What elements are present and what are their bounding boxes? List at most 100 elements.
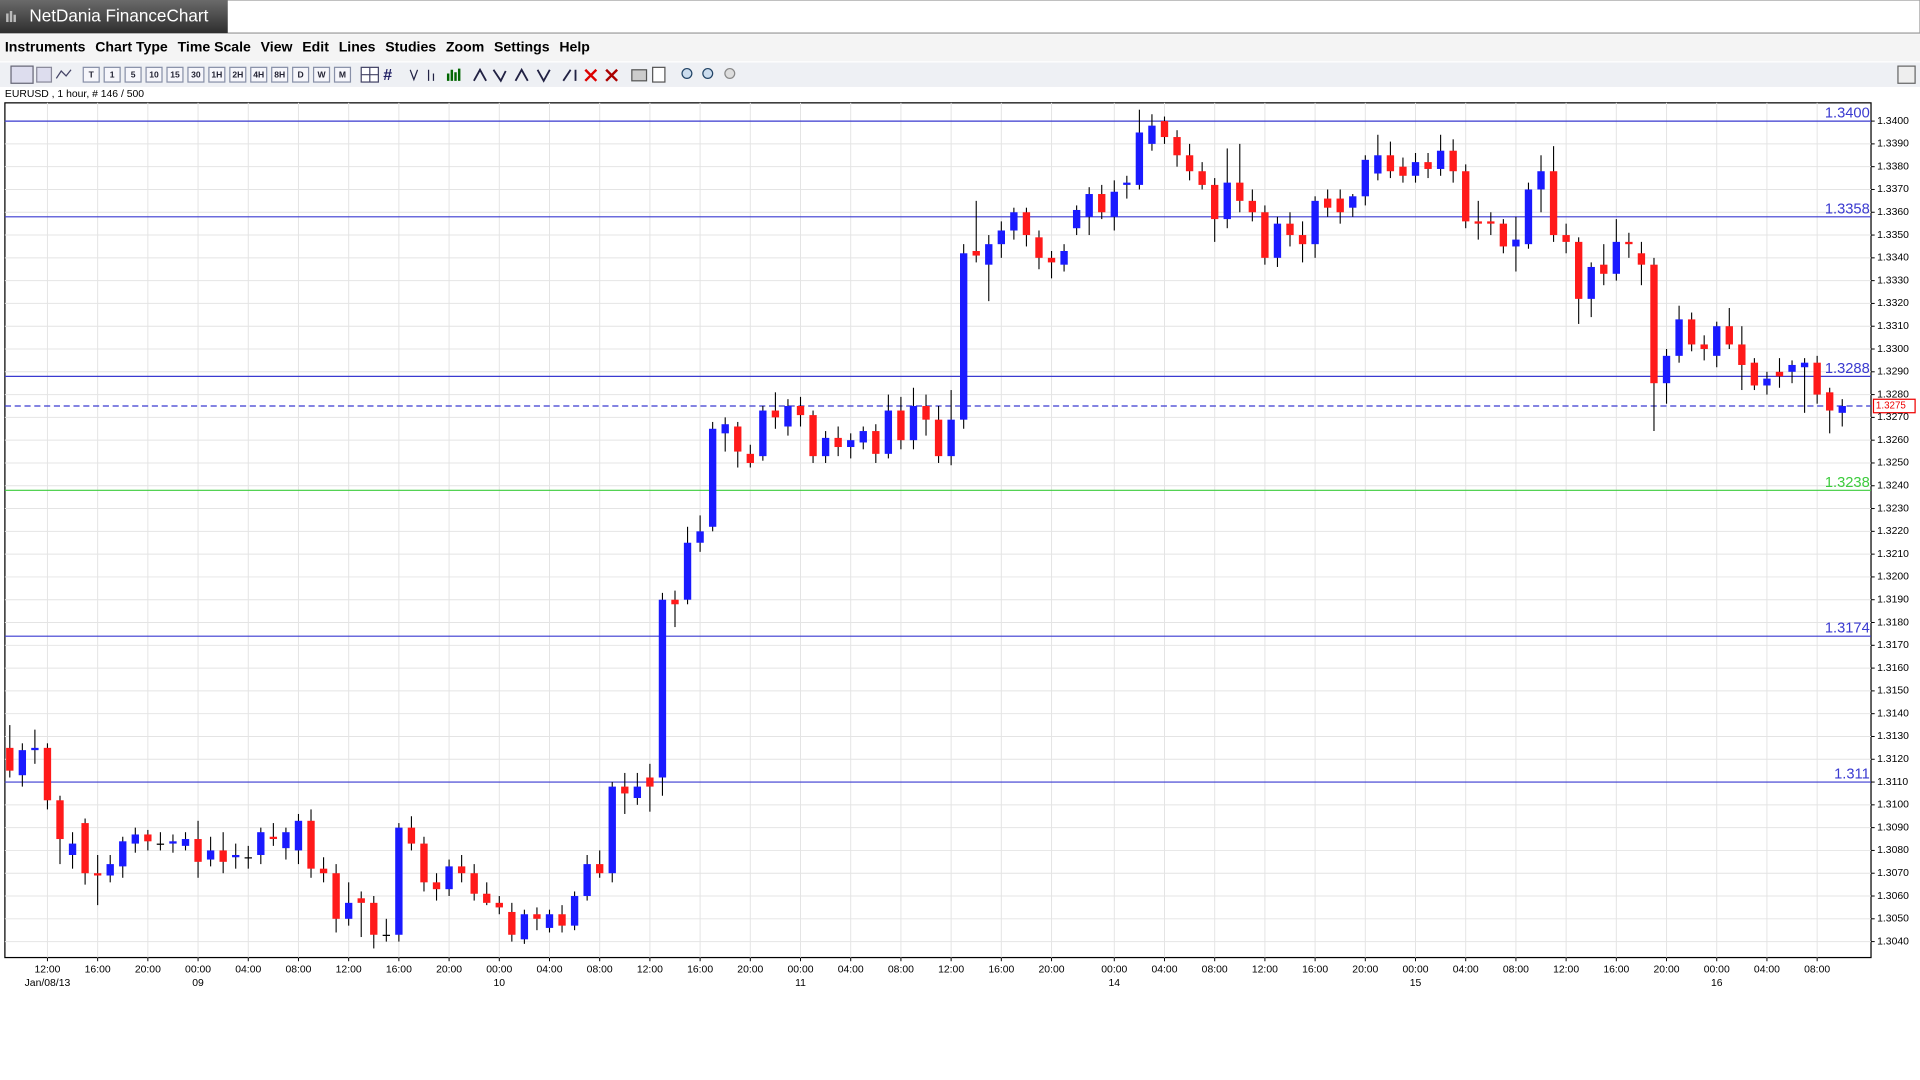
menu-item[interactable]: Instruments <box>5 38 86 54</box>
toolbar-label[interactable]: W <box>318 70 327 80</box>
toolbar-icon[interactable] <box>724 67 736 79</box>
candle-body <box>1411 162 1420 176</box>
menu-item[interactable]: Chart Type <box>95 38 168 54</box>
candle-body <box>43 747 52 801</box>
toolbar-label[interactable]: 2H <box>232 70 243 80</box>
y-tick-label: 1.3330 <box>1877 275 1909 286</box>
x-tick-label: 00:00 <box>788 965 814 976</box>
toolbar-icon[interactable] <box>605 68 619 82</box>
candle-body <box>809 415 817 457</box>
candle-body <box>1512 239 1520 247</box>
toolbar-group: # T 1 5 10 15 30 1H 2H 4H 8H D W M <box>10 65 1916 84</box>
toolbar-button[interactable] <box>82 66 100 83</box>
menu-item[interactable]: Time Scale <box>178 38 251 54</box>
toolbar-button[interactable] <box>166 66 184 83</box>
candle-body <box>596 864 604 874</box>
candle-body <box>1537 171 1545 190</box>
candle-body <box>872 431 880 454</box>
y-tick-label: 1.3040 <box>1877 936 1909 947</box>
candle-body <box>1022 212 1031 236</box>
toolbar-button[interactable] <box>145 66 163 83</box>
date-label: 10 <box>494 978 506 989</box>
plot-area <box>4 102 1872 959</box>
candle-body <box>68 843 77 855</box>
toolbar-icon[interactable] <box>631 69 648 82</box>
toolbar-icon[interactable] <box>584 68 598 82</box>
toolbar-label[interactable]: M <box>339 70 346 80</box>
toolbar-button[interactable] <box>229 66 247 83</box>
toolbar-button[interactable] <box>333 66 352 83</box>
toolbar-icon[interactable]: # <box>383 67 392 84</box>
x-tick-label: 20:00 <box>737 965 763 976</box>
toolbar-icon[interactable] <box>360 66 379 83</box>
candle-body <box>495 902 503 908</box>
candle-body <box>1838 405 1846 413</box>
y-tick-label: 1.3230 <box>1877 503 1909 514</box>
candle-body <box>395 827 403 935</box>
candle-body <box>683 542 692 600</box>
candle-body <box>1261 212 1269 258</box>
toolbar-label[interactable]: 30 <box>191 70 201 80</box>
candle-body <box>1298 235 1307 245</box>
toolbar-icon[interactable] <box>1897 65 1916 84</box>
menu-item[interactable]: Help <box>559 38 590 54</box>
toolbar-label[interactable]: 15 <box>170 70 180 80</box>
toolbar-icon[interactable] <box>10 65 34 84</box>
candle-body <box>1650 264 1658 384</box>
toolbar-label[interactable]: 5 <box>131 70 136 80</box>
menu-item[interactable]: Settings <box>494 38 550 54</box>
candle-body <box>1386 155 1395 172</box>
menu-item[interactable]: Edit <box>302 38 329 54</box>
toolbar-icon[interactable] <box>36 66 53 83</box>
toolbar-button[interactable] <box>292 66 310 83</box>
x-tick-label: 12:00 <box>336 965 362 976</box>
toolbar-icon[interactable] <box>652 66 666 83</box>
candle-body <box>370 902 378 935</box>
menu-item[interactable]: Zoom <box>446 38 484 54</box>
toolbar-button[interactable] <box>187 66 205 83</box>
toolbar-icon[interactable] <box>702 67 714 79</box>
toolbar-label[interactable]: 4H <box>253 70 264 80</box>
toolbar-label[interactable]: D <box>298 70 304 80</box>
menu-bar <box>0 34 1920 62</box>
x-tick-label: 04:00 <box>1754 965 1780 976</box>
candle-body <box>696 531 704 543</box>
toolbar-icon[interactable] <box>473 67 551 83</box>
toolbar-label[interactable]: 1 <box>110 70 115 80</box>
candle-body <box>520 914 529 940</box>
candle-body <box>1236 182 1244 201</box>
toolbar-label[interactable]: T <box>89 70 95 80</box>
x-tick-label: 20:00 <box>1039 965 1065 976</box>
toolbar-icon[interactable] <box>681 67 693 79</box>
toolbar-icon[interactable] <box>446 68 461 81</box>
candle-body <box>432 882 441 890</box>
toolbar-button[interactable] <box>103 66 121 83</box>
y-tick-label: 1.3130 <box>1877 731 1909 742</box>
toolbar-button[interactable] <box>312 66 331 83</box>
app-icon <box>6 11 16 23</box>
toolbar-button[interactable] <box>124 66 142 83</box>
candle-body <box>194 839 202 862</box>
last-price-label: 1.3275 <box>1876 401 1906 412</box>
toolbar-button[interactable] <box>208 66 226 83</box>
toolbar-button[interactable] <box>250 66 268 83</box>
toolbar-icon[interactable] <box>55 69 72 79</box>
candle-body <box>257 832 265 855</box>
toolbar-button[interactable] <box>271 66 289 83</box>
candle-body <box>1625 241 1633 245</box>
menu-item[interactable]: View <box>261 38 293 54</box>
x-tick-label: 20:00 <box>1654 965 1680 976</box>
candle-body <box>181 839 190 846</box>
toolbar-label[interactable]: 1H <box>211 70 222 80</box>
candle-body <box>119 841 127 867</box>
menu-item[interactable]: Studies <box>385 38 436 54</box>
toolbar-icon[interactable] <box>562 69 577 82</box>
menu-item[interactable]: Lines <box>339 38 376 54</box>
level-label: 1.3400 <box>1825 106 1870 122</box>
toolbar-label[interactable]: 10 <box>149 70 159 80</box>
toolbar-label[interactable]: 8H <box>274 70 285 80</box>
candle-body <box>457 866 466 874</box>
toolbar-icon[interactable] <box>409 69 435 82</box>
candle-body <box>1085 194 1093 217</box>
